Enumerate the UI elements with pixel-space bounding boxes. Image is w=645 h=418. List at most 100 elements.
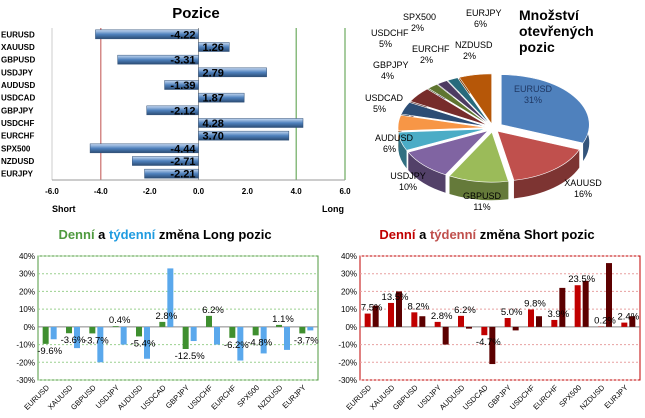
position-bar	[198, 42, 230, 52]
x-tick-label: -2.0	[143, 187, 157, 196]
slice-percent-label: 31%	[524, 95, 542, 105]
chart-title-line: Množství	[519, 7, 580, 23]
data-label: 8.2%	[408, 301, 430, 312]
slice-percent-label: 5%	[373, 104, 386, 114]
daily-change-bar	[276, 324, 282, 327]
value-label: -1.39	[170, 80, 195, 92]
slice-percent-label: 10%	[399, 182, 417, 192]
y-tick-label: 20%	[341, 287, 357, 296]
data-label: 13.5%	[382, 292, 409, 303]
daily-change-bar	[504, 318, 511, 327]
data-label: 3.9%	[548, 309, 570, 320]
weekly-change-bar	[559, 287, 566, 327]
positions-bar-chart: Pozice EURUSD -4.22 XAUUSD 1.26 GBPUSD -3.31 US…	[1, 5, 351, 214]
y-tick-label: -30%	[16, 376, 35, 385]
x-tick-label: EURCHF	[209, 383, 238, 412]
data-label: 0.4%	[109, 315, 131, 326]
value-label: 3.70	[203, 131, 224, 143]
data-label: -12.5%	[175, 351, 206, 362]
chart-title-part: týdenní	[430, 227, 477, 242]
long-label: Long	[322, 204, 344, 214]
long-change-bar-chart: Denní a týdenní změna Long pozic -30% -20%…	[16, 227, 319, 412]
pie-slice	[397, 114, 487, 132]
y-tick-label: -10%	[338, 341, 357, 350]
data-label: 0.2%	[594, 316, 616, 327]
chart-title-part: Denní	[58, 227, 95, 242]
daily-change-bar	[434, 321, 441, 327]
daily-change-bar	[299, 326, 306, 334]
pie-slice	[448, 131, 509, 183]
weekly-change-bar	[606, 263, 612, 327]
daily-change-bar	[458, 315, 464, 327]
weekly-change-bar	[284, 326, 290, 350]
x-tick-label: 4.0	[291, 187, 303, 196]
slice-percent-label: 11%	[473, 202, 490, 212]
slice-name-label: EURUSD	[514, 84, 553, 94]
pie-slice	[400, 102, 487, 127]
weekly-change-bar	[419, 316, 426, 327]
chart-title: Pozice	[172, 5, 220, 22]
slice-name-label: USDCAD	[365, 93, 404, 103]
category-label: GBPJPY	[1, 106, 34, 115]
category-label: XAUUSD	[1, 43, 35, 52]
slice-name-label: SPX500	[403, 12, 436, 22]
daily-change-bar	[182, 326, 189, 349]
y-tick-label: 0%	[345, 323, 357, 332]
slice-name-label: EURCHF	[412, 44, 450, 54]
y-tick-label: 40%	[19, 252, 35, 261]
pie-slice	[497, 130, 580, 181]
data-label: 9.8%	[524, 298, 546, 309]
y-tick-label: 10%	[19, 305, 35, 314]
daily-change-bar	[252, 326, 259, 336]
weekly-change-bar	[372, 305, 379, 327]
position-bar	[95, 29, 199, 40]
x-tick-label: NZDUSD	[578, 383, 607, 412]
daily-change-bar	[388, 302, 394, 327]
value-label: -2.21	[170, 169, 195, 181]
y-tick-label: 20%	[19, 287, 35, 296]
position-bar	[146, 105, 199, 116]
weekly-change-bar	[582, 280, 589, 327]
data-label: -3.7%	[294, 335, 319, 346]
data-label: 2.8%	[431, 311, 453, 322]
position-bar	[198, 92, 245, 103]
slice-name-label: USDJPY	[390, 171, 426, 181]
slice-name-label: XAUUSD	[564, 178, 602, 188]
short-label: Short	[52, 204, 76, 214]
data-label: -5.4%	[131, 338, 156, 349]
slice-percent-label: 16%	[574, 189, 592, 199]
daily-change-bar	[136, 326, 142, 337]
y-tick-label: 30%	[341, 270, 357, 279]
pie-slice	[436, 80, 490, 125]
slice-name-label: NZDUSD	[455, 40, 493, 50]
daily-change-bar	[89, 326, 96, 334]
pie-slice	[407, 130, 489, 176]
value-label: 4.28	[203, 118, 224, 130]
short-change-bar-chart: Denní a týdenní změna Short pozic -30% -20…	[338, 227, 641, 412]
position-bar	[198, 118, 304, 128]
y-tick-label: 0%	[23, 323, 35, 332]
y-tick-label: -20%	[338, 358, 357, 367]
x-tick-label: GBPUSD	[391, 383, 420, 412]
x-tick-label: 6.0	[339, 187, 351, 196]
data-label: 7.5%	[361, 303, 383, 314]
x-tick-label: EURCHF	[531, 383, 560, 412]
category-label: GBPUSD	[1, 56, 35, 65]
weekly-change-bar	[260, 326, 267, 354]
data-label: 23.5%	[568, 274, 595, 285]
pie-slice	[409, 88, 488, 126]
weekly-change-bar	[489, 326, 496, 365]
daily-change-bar	[411, 312, 418, 327]
slice-percent-label: 6%	[474, 19, 487, 29]
daily-change-bar	[206, 315, 212, 327]
position-bar	[132, 156, 199, 166]
chart-title-part: změna Short pozic	[476, 227, 594, 242]
value-label: -2.12	[170, 105, 195, 117]
y-tick-label: 10%	[341, 305, 357, 314]
value-label: -2.71	[170, 156, 195, 168]
position-bar	[198, 130, 290, 141]
pie-slice-side	[513, 149, 580, 199]
daily-change-bar	[229, 326, 236, 338]
position-bar	[198, 67, 267, 78]
